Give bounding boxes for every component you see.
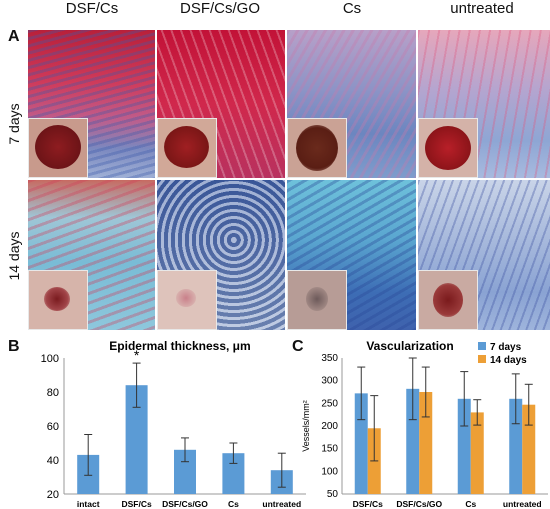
column-header-untreated: untreated <box>450 0 514 17</box>
bar-0-2 <box>457 398 471 494</box>
x-tick-label: untreated <box>262 499 301 509</box>
y-tick-label: 50 <box>327 489 339 500</box>
chart-title: Vascularization <box>366 339 453 353</box>
y-tick-label: 100 <box>41 353 59 365</box>
bar-0-3 <box>509 398 523 494</box>
bar-0-0 <box>354 393 368 494</box>
wound-area <box>35 125 81 169</box>
chart-title: Epidermal thickness, μm <box>109 339 250 353</box>
wound-photo-cs-7d <box>287 118 347 178</box>
panel-a-label: A <box>8 28 20 45</box>
wound-photo-cs-14d <box>287 270 347 330</box>
epidermal-thickness-chart: Epidermal thickness, μm 20 40 60 80 100 inta… <box>41 339 306 509</box>
histology-tile-untreated-14d <box>418 180 550 330</box>
y-tick-label: 60 <box>47 421 59 433</box>
wound-area <box>433 283 463 317</box>
y-tick-label: 100 <box>321 466 338 477</box>
row-label-14-days: 14 days <box>6 231 22 281</box>
x-tick-label: Cs <box>228 499 239 509</box>
histology-tile-untreated-7d <box>418 30 550 178</box>
column-header-cs: Cs <box>342 0 362 17</box>
wound-photo-dsf-cs-14d <box>28 270 88 330</box>
wound-area <box>44 287 70 311</box>
histology-tile-dsf-cs-7d <box>28 30 155 178</box>
y-tick-label: 150 <box>321 444 338 455</box>
x-tick-label: untreated <box>503 499 542 509</box>
legend-swatch <box>478 342 486 350</box>
y-tick-label: 200 <box>321 421 338 432</box>
legend-label: 7 days <box>490 342 522 353</box>
row-label-7-days: 7 days <box>6 103 22 145</box>
y-tick-label: 250 <box>321 398 338 409</box>
y-tick-label: 80 <box>47 387 59 399</box>
legend-swatch <box>478 355 486 363</box>
wound-photo-dsf-cs-go-7d <box>157 118 217 178</box>
column-header-dsf-cs-go: DSF/Cs/GO <box>179 0 260 17</box>
wound-area <box>176 289 196 307</box>
legend-label: 14 days <box>490 355 527 366</box>
y-tick-label: 300 <box>321 376 338 387</box>
histology-tile-dsf-cs-go-7d <box>157 30 285 178</box>
y-tick-label: 40 <box>47 455 59 467</box>
histology-tile-cs-7d <box>287 30 416 178</box>
y-axis-label: Vessels/mm² <box>301 400 311 452</box>
x-tick-label: DSF/Cs <box>121 499 152 509</box>
x-tick-label: Cs <box>465 499 476 509</box>
x-tick-label: DSF/Cs <box>353 499 384 509</box>
bar-3 <box>222 453 245 494</box>
x-tick-label: DSF/Cs/GO <box>396 499 442 509</box>
bar-1 <box>125 385 148 494</box>
wound-photo-untreated-7d <box>418 118 478 178</box>
wound-area <box>306 287 328 311</box>
histology-tile-dsf-cs-go-14d <box>157 180 285 330</box>
bar-0-1 <box>406 388 420 494</box>
vascularization-chart: Vascularization Vessels/mm² 50 100 150 200 2… <box>301 339 548 509</box>
histology-tile-dsf-cs-14d <box>28 180 155 330</box>
column-header-dsf-cs: DSF/Cs <box>65 0 119 17</box>
x-tick-label: intact <box>77 499 100 509</box>
y-tick-label: 20 <box>47 489 59 501</box>
bar-1-1 <box>419 392 433 494</box>
significance-annotation: * <box>134 347 140 363</box>
wound-photo-untreated-14d <box>418 270 478 330</box>
x-tick-label: DSF/Cs/GO <box>162 499 208 509</box>
histology-tile-cs-14d <box>287 180 416 330</box>
wound-area <box>296 125 338 171</box>
wound-photo-dsf-cs-7d <box>28 118 88 178</box>
bar-1-3 <box>522 404 536 494</box>
y-tick-label: 350 <box>321 353 338 364</box>
wound-photo-dsf-cs-go-14d <box>157 270 217 330</box>
wound-area <box>164 126 209 168</box>
bar-1-2 <box>470 412 484 494</box>
bar-2 <box>174 449 196 494</box>
panel-c-label: C <box>292 338 304 355</box>
panel-b-label: B <box>8 338 20 355</box>
wound-area <box>425 126 471 170</box>
